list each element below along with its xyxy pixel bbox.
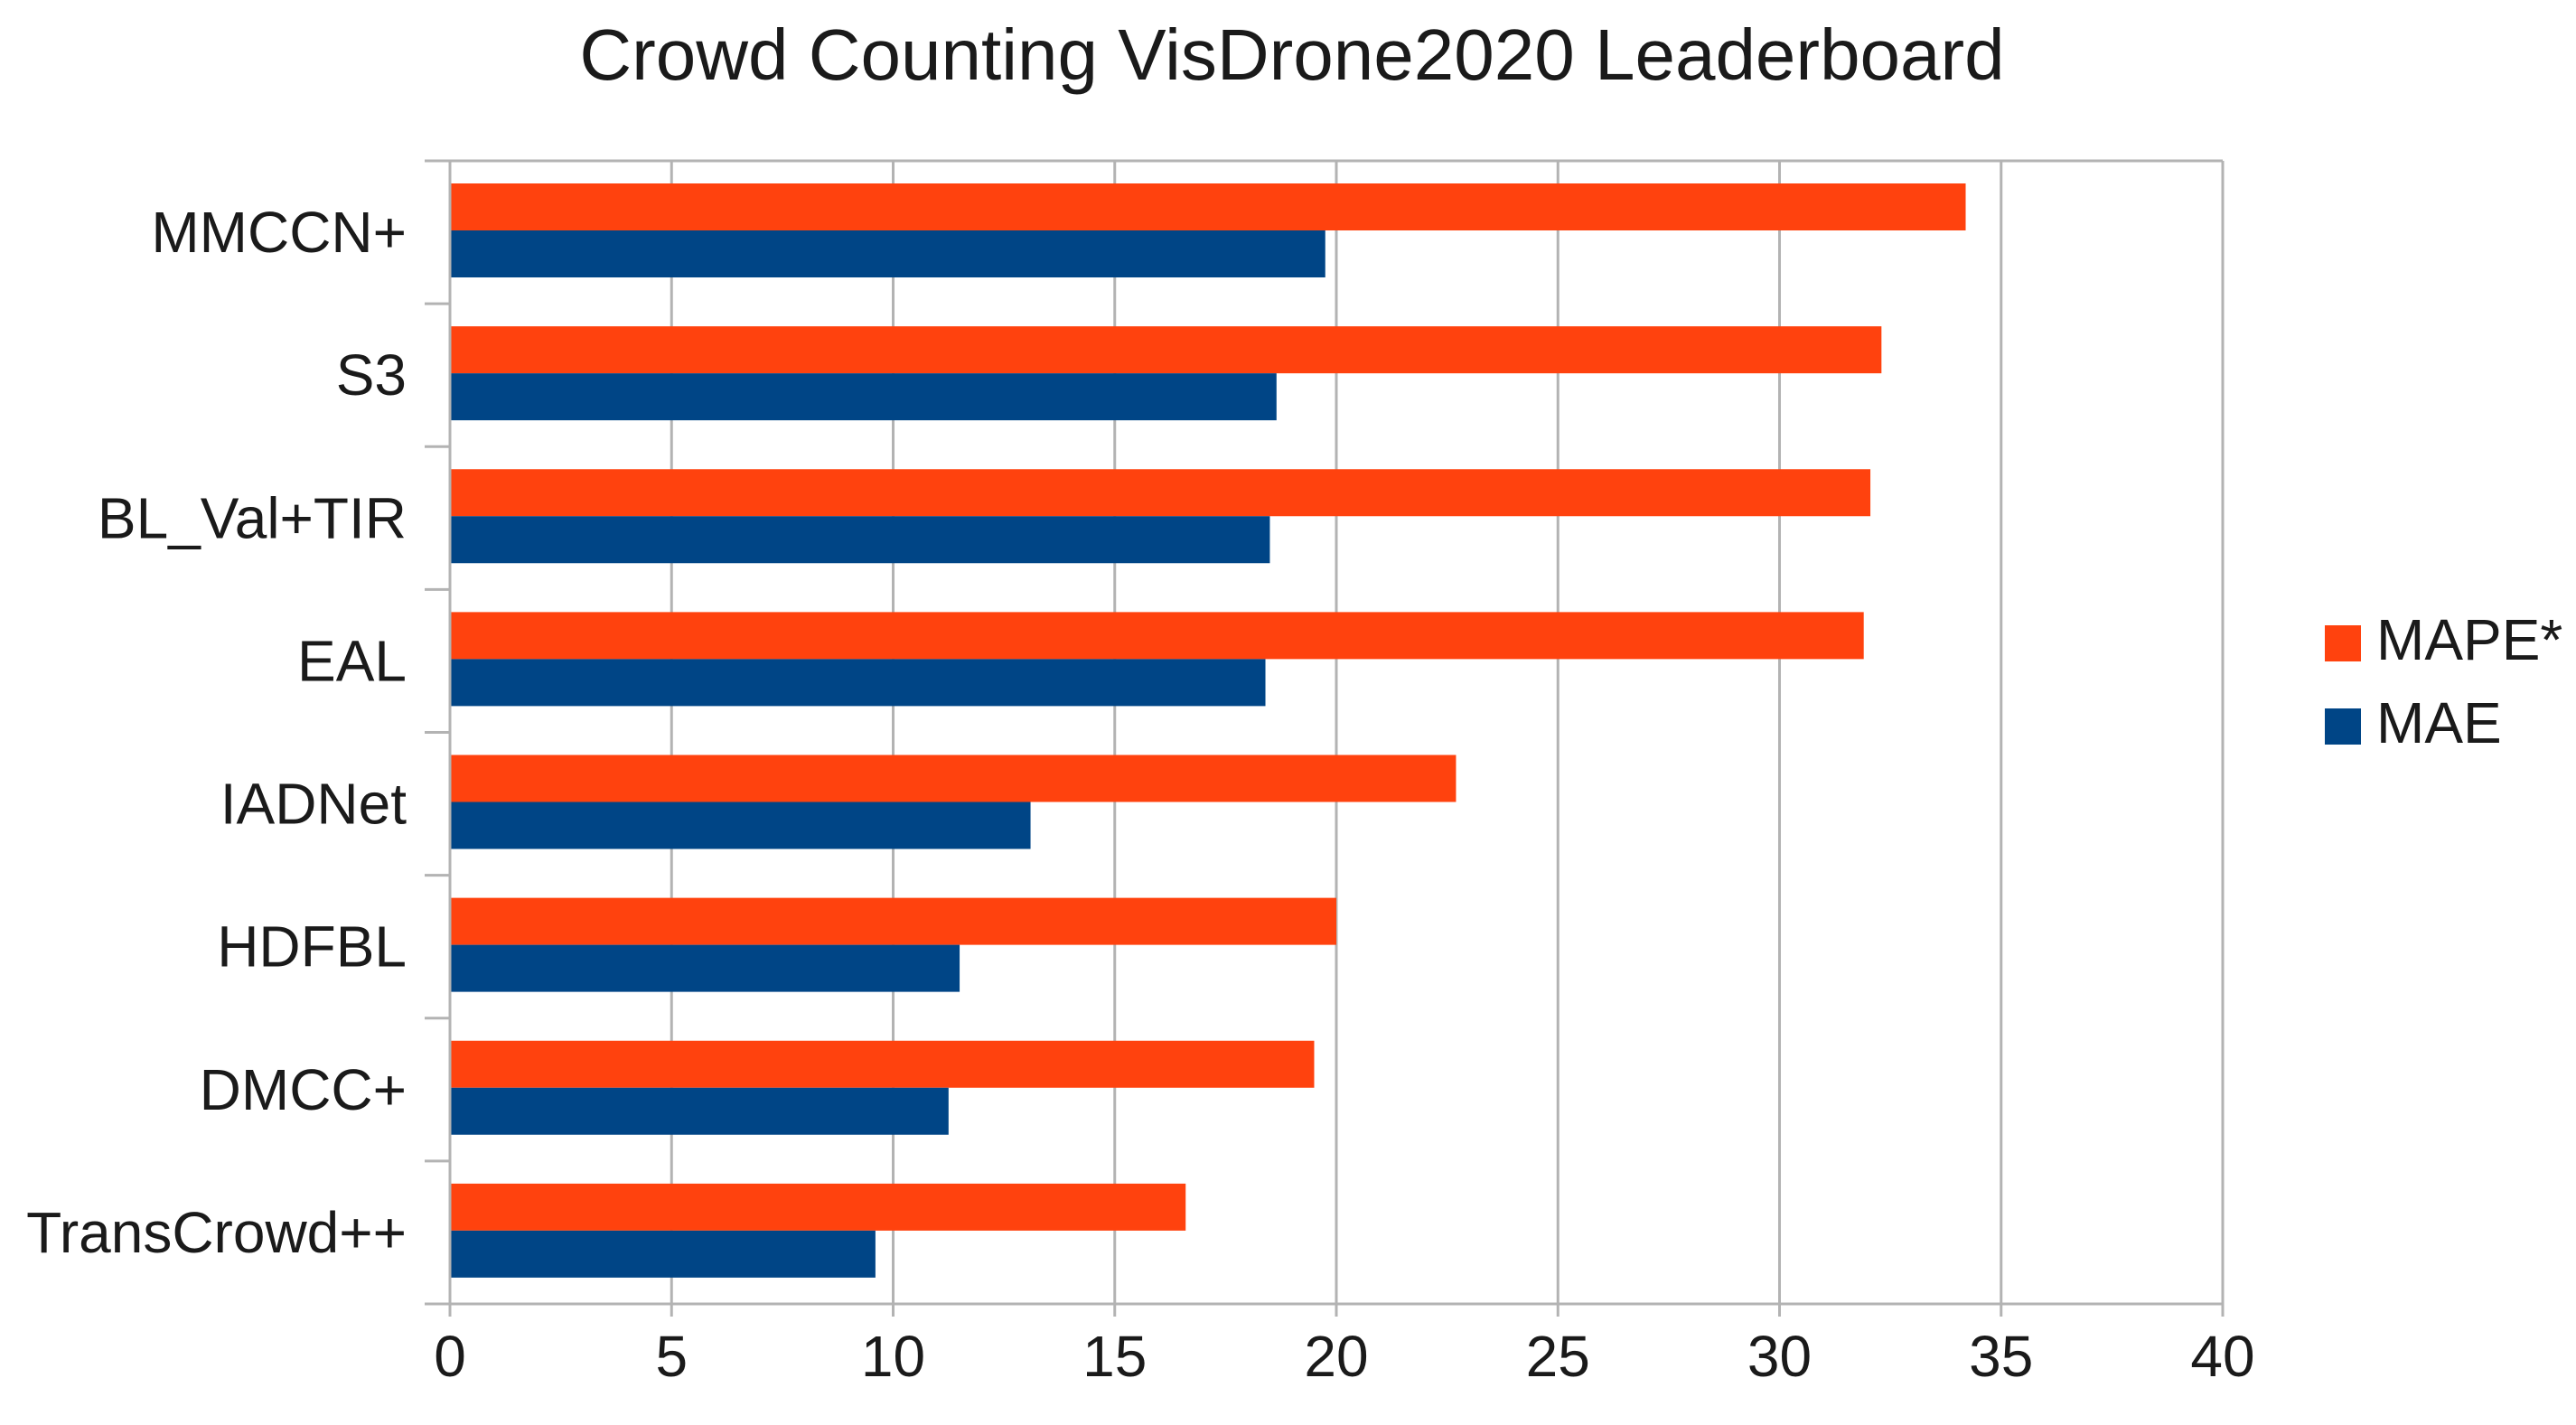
bar-mae-6 — [450, 1087, 949, 1135]
legend-label: MAPE* — [2376, 607, 2562, 672]
x-tick-label: 40 — [2190, 1324, 2254, 1389]
x-tick-label: 20 — [1304, 1324, 1368, 1389]
bar-mae-2 — [450, 516, 1270, 564]
category-label: TransCrowd++ — [26, 1200, 407, 1265]
category-label: IADNet — [220, 772, 407, 837]
bar-mape-4 — [450, 755, 1457, 802]
bars — [450, 183, 1966, 1278]
x-tick-label: 30 — [1747, 1324, 1812, 1389]
bar-mae-3 — [450, 659, 1266, 707]
legend-swatch — [2325, 708, 2361, 745]
category-label: EAL — [297, 628, 407, 693]
bar-mape-0 — [450, 183, 1966, 230]
x-tick-labels: 0 5 10 15 20 25 30 35 40 — [434, 1324, 2254, 1389]
legend: MAPE* MAE — [2325, 607, 2562, 755]
category-label: MMCCN+ — [151, 200, 407, 265]
bar-mae-4 — [450, 802, 1031, 849]
bar-mae-0 — [450, 230, 1325, 277]
x-tick-label: 35 — [1969, 1324, 2033, 1389]
bar-mape-7 — [450, 1183, 1186, 1231]
x-tick-label: 25 — [1526, 1324, 1590, 1389]
bar-mape-1 — [450, 326, 1882, 374]
bar-mae-7 — [450, 1230, 876, 1278]
x-tick-label: 10 — [861, 1324, 925, 1389]
category-label: S3 — [336, 342, 407, 408]
bar-mape-6 — [450, 1040, 1315, 1088]
x-tick-label: 0 — [434, 1324, 466, 1389]
bar-mape-5 — [450, 897, 1336, 945]
category-label: BL_Val+TIR — [98, 485, 407, 550]
category-labels: MMCCN+ S3 BL_Val+TIR EAL IADNet HDFBL DMCC+ Tra… — [26, 200, 407, 1265]
bar-mae-1 — [450, 373, 1277, 421]
bar-mape-3 — [450, 612, 1864, 660]
category-label: DMCC+ — [200, 1057, 407, 1122]
legend-label: MAE — [2376, 690, 2502, 755]
x-tick-label: 5 — [655, 1324, 688, 1389]
bar-mape-2 — [450, 469, 1871, 517]
x-tick-label: 15 — [1082, 1324, 1147, 1389]
bar-mae-5 — [450, 944, 960, 992]
category-label: HDFBL — [217, 914, 407, 980]
legend-swatch — [2325, 625, 2361, 661]
chart-title: Crowd Counting VisDrone2020 Leaderboard — [579, 14, 2004, 95]
axes — [425, 159, 2225, 1317]
